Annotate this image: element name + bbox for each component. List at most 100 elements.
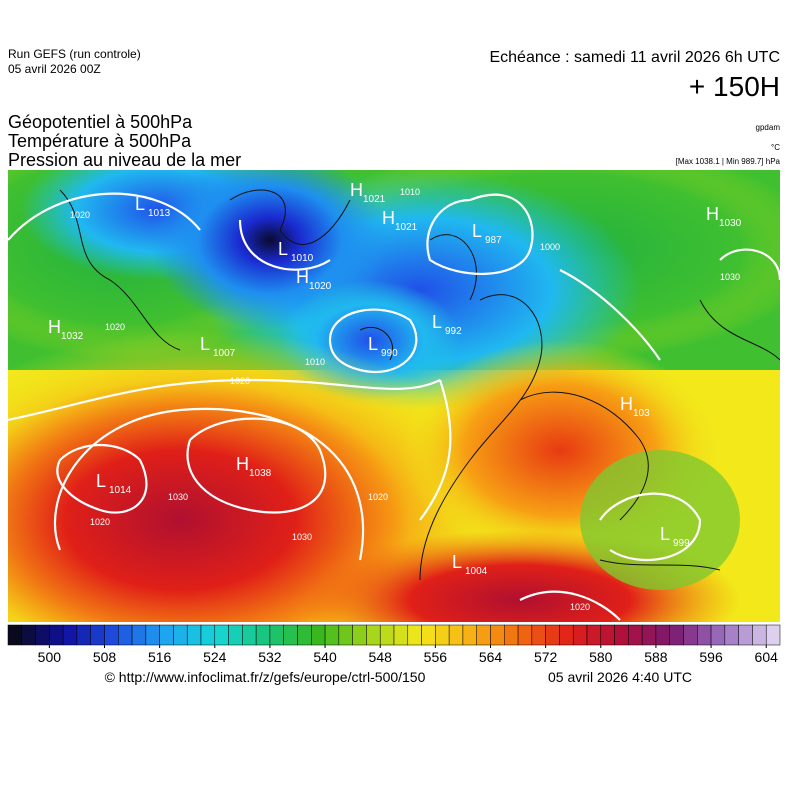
colorbar-swatch [324,624,340,646]
pressure-center-kind: H [620,394,633,414]
isobar-label: 1020 [90,517,110,527]
colorbar-swatch [448,624,464,646]
colorbar-tick-label: 548 [369,649,393,665]
title-geopotential: Géopotentiel à 500hPa [8,112,193,132]
colorbar-swatch [311,624,326,646]
isobar-label: 1020 [105,322,125,332]
pressure-center-value: 103 [633,408,650,419]
unit-geopotential: gpdam [756,123,781,132]
unit-pressure: [Max 1038.1 | Min 989.7] hPa [676,157,781,166]
colorbar-swatch [572,624,588,646]
pressure-center-kind: L [200,334,210,354]
pressure-center-kind: L [278,239,288,259]
colorbar: 500 508 516 524 532 540 548 556 564 572 580 588 596 6… [7,624,781,665]
pressure-center-kind: H [296,267,309,287]
colorbar-swatch [752,624,767,646]
colorbar-swatch [159,624,174,646]
colorbar-swatch [628,624,643,646]
colorbar-swatch [76,624,91,646]
colorbar-swatch [545,624,560,646]
colorbar-swatch [435,624,450,646]
colorbar-swatch [407,624,422,646]
colorbar-tick-label: 564 [479,649,503,665]
colorbar-tick-label: 524 [203,649,227,665]
isobar-label: 1030 [168,492,188,502]
colorbar-tick-label: 516 [148,649,172,665]
colorbar-swatch [104,624,119,646]
colorbar-swatch [90,624,105,646]
colorbar-swatch [214,624,229,646]
run-date: 05 avril 2026 00Z [8,62,101,76]
pressure-center-value: 1030 [719,218,742,229]
colorbar-swatch [269,624,284,646]
pressure-center-value: 1020 [309,281,332,292]
colorbar-tick-label: 532 [258,649,282,665]
pressure-center-value: 1021 [395,222,418,233]
pressure-center-kind: H [48,317,61,337]
colorbar-swatch [586,624,602,646]
colorbar-swatch [600,624,615,646]
colorbar-tick-label: 556 [424,649,448,665]
pressure-center-value: 999 [673,538,690,549]
colorbar-swatch [35,624,50,646]
pressure-center-value: 987 [485,235,502,246]
pressure-center-kind: H [382,208,395,228]
isobar-label: 1020 [230,376,250,386]
pressure-center-value: 1021 [363,194,386,205]
colorbar-swatch [49,624,64,646]
colorbar-swatch [297,624,312,646]
source-url: © http://www.infoclimat.fr/z/gefs/europe… [105,669,426,685]
colorbar-swatch [352,624,367,646]
colorbar-swatch [228,624,243,646]
pressure-center-kind: L [135,194,145,214]
isobar-label: 1020 [368,492,388,502]
colorbar-tick-label: 580 [589,649,613,665]
title-temperature: Température à 500hPa [8,131,192,151]
pressure-center-value: 992 [445,326,462,337]
colorbar-swatch [517,624,533,646]
colorbar-swatch [283,624,298,646]
colorbar-swatch [393,624,409,646]
pressure-center-value: 1038 [249,468,272,479]
isobar-label: 1020 [70,210,90,220]
isobar-label: 1030 [292,532,312,542]
colorbar-swatch [131,624,147,646]
colorbar-swatch [255,624,271,646]
map-field [8,170,780,622]
isobar-label: 1000 [540,242,560,252]
colorbar-swatch [724,624,739,646]
colorbar-swatch [710,624,726,646]
colorbar-swatch [200,624,216,646]
colorbar-tick-label: 508 [93,649,117,665]
colorbar-tick-label: 604 [755,649,779,665]
pressure-center-value: 1004 [465,566,488,577]
title-pressure: Pression au niveau de la mer [8,150,241,170]
colorbar-swatch [683,624,698,646]
colorbar-swatch [738,624,753,646]
pressure-center-value: 1010 [291,253,314,264]
unit-temperature: °C [771,143,780,152]
pressure-center-kind: H [236,454,249,474]
colorbar-swatch [145,624,160,646]
colorbar-swatch [173,624,188,646]
lead-time: + 150H [689,71,780,102]
pressure-center-value: 1007 [213,348,236,359]
colorbar-swatch [242,624,257,646]
forecast-time: Echéance : samedi 11 avril 2026 6h UTC [489,49,780,66]
pressure-center-kind: L [472,221,482,241]
pressure-center-value: 990 [381,348,398,359]
colorbar-tick-label: 500 [38,649,62,665]
run-name: Run GEFS (run controle) [8,47,141,61]
colorbar-swatch [655,624,670,646]
render-date: 05 avril 2026 4:40 UTC [548,669,692,685]
isobar-label: 1010 [400,187,420,197]
colorbar-swatch [186,624,202,646]
pressure-center-value: 1014 [109,485,132,496]
colorbar-swatch [7,624,23,646]
isobar-labels: 1020 1020 1030 1030 1020 1010 1000 1020 1020 1010… [70,187,740,612]
colorbar-swatch [765,624,781,646]
colorbar-swatch [531,624,546,646]
colorbar-swatch [614,624,629,646]
